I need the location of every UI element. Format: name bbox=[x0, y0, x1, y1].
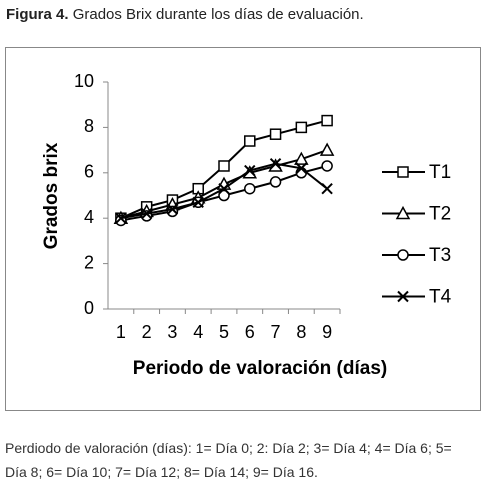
marker bbox=[140, 207, 153, 220]
y-tick-label: 4 bbox=[84, 207, 94, 227]
legend-marker bbox=[395, 205, 411, 220]
legend-marker bbox=[397, 249, 409, 261]
y-tick-label: 10 bbox=[74, 71, 94, 91]
x-tick-label: 1 bbox=[116, 322, 126, 342]
marker bbox=[218, 160, 230, 172]
footnote: Perdiodo de valoración (días): 1= Día 0;… bbox=[5, 440, 452, 480]
marker bbox=[269, 158, 282, 170]
caption: Figura 4. Grados Brix durante los días d… bbox=[6, 6, 364, 23]
x-tick-label: 7 bbox=[271, 322, 281, 342]
y-tick-label: 8 bbox=[84, 116, 94, 136]
marker bbox=[321, 182, 333, 195]
marker bbox=[295, 121, 308, 134]
y-axis-title: Grados brix bbox=[41, 142, 62, 249]
legend-label: T4 bbox=[429, 287, 452, 308]
marker bbox=[321, 160, 333, 172]
legend-marker bbox=[397, 166, 409, 178]
marker bbox=[269, 128, 282, 140]
x-tick-label: 5 bbox=[219, 322, 229, 342]
x-tick-label: 6 bbox=[245, 322, 255, 342]
marker bbox=[166, 203, 179, 215]
marker bbox=[244, 182, 256, 195]
x-tick-label: 8 bbox=[296, 322, 306, 342]
chart: Grados brix Periodo de valoración (días)… bbox=[41, 71, 452, 379]
caption-text: Grados Brix durante los días de evaluaci… bbox=[72, 6, 364, 23]
marker bbox=[218, 189, 230, 202]
y-tick-label: 0 bbox=[84, 298, 94, 318]
marker bbox=[218, 182, 230, 195]
marker bbox=[244, 164, 256, 177]
legend-marker bbox=[397, 290, 409, 303]
y-tick-label: 2 bbox=[84, 252, 94, 272]
x-tick-label: 2 bbox=[142, 322, 152, 342]
marker bbox=[244, 135, 256, 147]
marker bbox=[269, 176, 282, 188]
chart-frame bbox=[5, 47, 481, 411]
caption-label: Figura 4. bbox=[6, 6, 69, 23]
y-tick-label: 6 bbox=[84, 162, 94, 182]
x-axis-title: Periodo de valoración (días) bbox=[133, 358, 387, 379]
marker bbox=[321, 114, 333, 127]
legend-label: T2 bbox=[429, 204, 451, 225]
legend-label: T1 bbox=[429, 162, 451, 183]
marker bbox=[192, 196, 204, 209]
marker bbox=[319, 142, 335, 156]
marker bbox=[115, 212, 127, 224]
legend-label: T3 bbox=[429, 245, 451, 266]
marker bbox=[294, 151, 309, 165]
x-tick-label: 3 bbox=[167, 322, 177, 342]
marker bbox=[295, 162, 308, 174]
x-tick-label: 9 bbox=[322, 322, 332, 342]
x-tick-label: 4 bbox=[193, 322, 203, 342]
